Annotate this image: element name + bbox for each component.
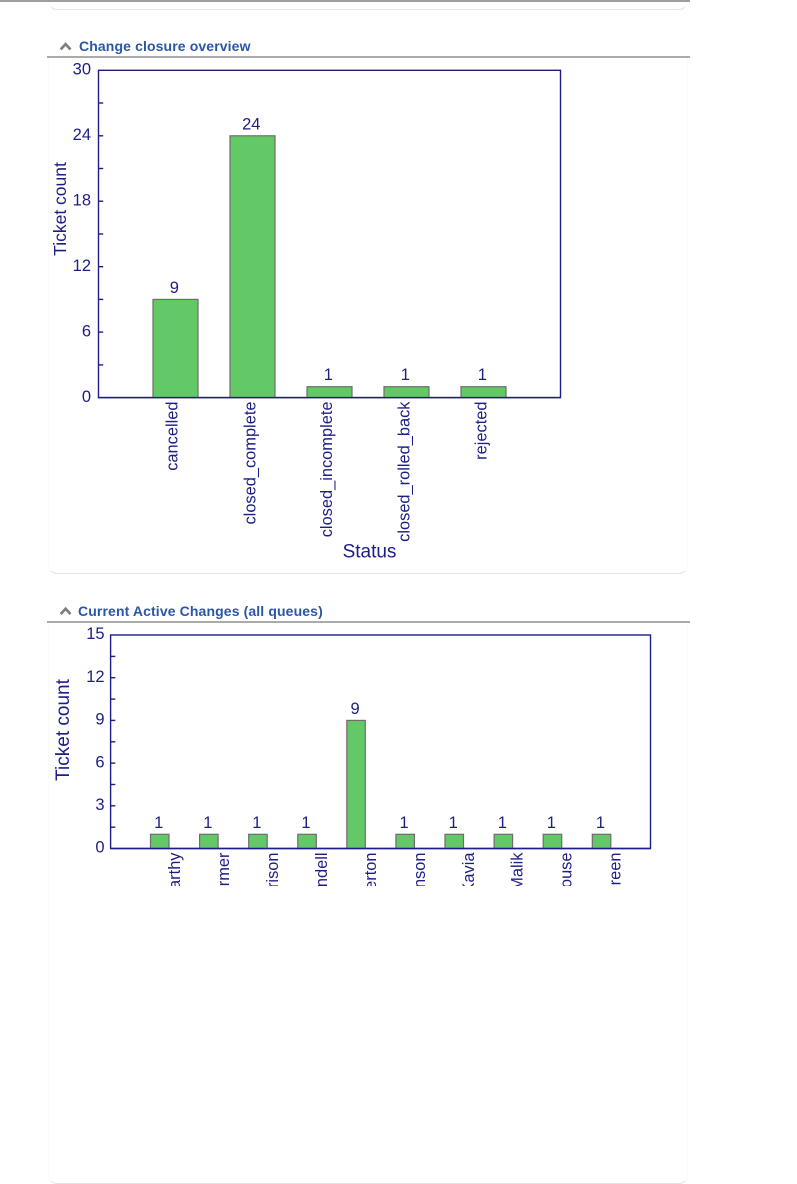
svg-text:Pemberton: Pemberton [362,853,380,887]
svg-text:Kavia: Kavia [460,852,478,886]
svg-text:Harrison: Harrison [264,853,282,887]
svg-text:1: 1 [478,366,487,384]
svg-text:Johnson: Johnson [411,853,429,887]
svg-text:1: 1 [498,814,507,832]
svg-text:6: 6 [95,753,104,771]
svg-text:1: 1 [400,814,409,832]
svg-text:Green: Green [607,853,625,887]
svg-text:closed_rolled_back: closed_rolled_back [395,401,413,542]
svg-text:1: 1 [203,814,212,832]
svg-text:1: 1 [301,814,310,832]
svg-text:24: 24 [242,115,260,133]
svg-text:12: 12 [86,668,104,686]
svg-text:Ticket count: Ticket count [53,678,74,780]
svg-text:cancelled: cancelled [164,402,182,471]
svg-text:1: 1 [252,814,261,832]
svg-text:30: 30 [73,61,91,79]
svg-text:1: 1 [449,814,458,832]
svg-text:9: 9 [95,711,104,729]
svg-text:9: 9 [351,700,360,718]
svg-text:rejected: rejected [472,402,490,460]
svg-text:1: 1 [596,814,605,832]
svg-text:1: 1 [324,366,333,384]
svg-text:18: 18 [73,191,91,209]
svg-text:Waterhouse: Waterhouse [558,853,576,887]
svg-text:0: 0 [82,388,91,406]
svg-text:0: 0 [95,839,104,857]
svg-text:15: 15 [86,625,104,643]
svg-text:12: 12 [73,257,91,275]
svg-text:24: 24 [73,126,91,144]
svg-text:closed_incomplete: closed_incomplete [318,402,336,538]
svg-text:6: 6 [82,322,91,340]
svg-text:1: 1 [547,814,556,832]
svg-text:3: 3 [95,796,104,814]
svg-text:Ticket count: Ticket count [50,162,70,256]
svg-text:Farmer: Farmer [215,852,233,886]
svg-text:Crandell: Crandell [313,853,331,887]
svg-text:Status: Status [343,542,397,563]
svg-text:McCarthy: McCarthy [166,852,184,886]
svg-text:Malik: Malik [509,852,527,886]
svg-text:9: 9 [170,279,179,297]
svg-text:closed_complete: closed_complete [241,402,259,525]
svg-text:1: 1 [154,814,163,832]
svg-text:1: 1 [401,366,410,384]
